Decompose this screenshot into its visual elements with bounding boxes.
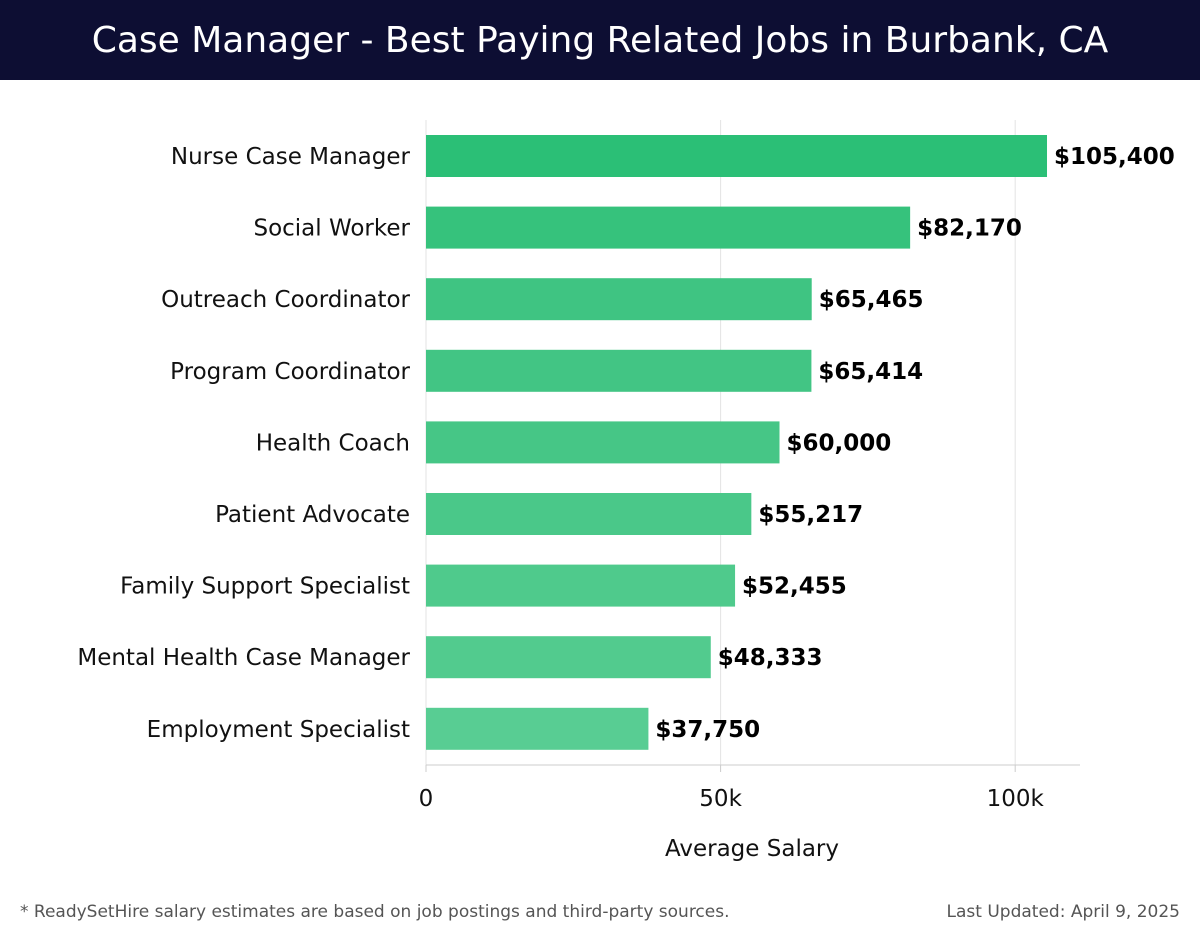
- chart-title: Case Manager - Best Paying Related Jobs …: [0, 0, 1200, 80]
- x-tick-label: 0: [419, 786, 434, 812]
- bar: [426, 421, 780, 464]
- x-axis: 0 50k 100k: [419, 764, 1080, 812]
- bar-chart: Nurse Case Manager Social Worker Outreach …: [77, 120, 1175, 862]
- bar: [426, 278, 812, 321]
- category-labels: Nurse Case Manager Social Worker Outreach …: [77, 144, 410, 743]
- category-label: Mental Health Case Manager: [77, 645, 410, 671]
- value-label: $105,400: [1054, 144, 1175, 170]
- x-tick-label: 50k: [699, 786, 742, 812]
- category-label: Social Worker: [253, 216, 410, 242]
- category-label: Nurse Case Manager: [171, 144, 411, 170]
- footnote: * ReadySetHire salary estimates are base…: [20, 902, 730, 922]
- category-label: Outreach Coordinator: [161, 287, 410, 313]
- category-label: Employment Specialist: [147, 717, 410, 743]
- bar: [426, 636, 711, 679]
- bar: [426, 493, 752, 535]
- bar: [426, 135, 1048, 177]
- x-axis-title: Average Salary: [665, 836, 839, 862]
- value-label: $65,414: [818, 359, 923, 385]
- bar: [426, 564, 736, 607]
- value-label: $48,333: [718, 645, 823, 671]
- bar: [426, 349, 812, 392]
- value-label: $37,750: [655, 717, 760, 743]
- value-label: $60,000: [787, 430, 892, 456]
- category-label: Health Coach: [256, 430, 410, 456]
- x-tick-label: 100k: [987, 786, 1045, 812]
- category-label: Program Coordinator: [170, 359, 410, 385]
- last-updated: Last Updated: April 9, 2025: [946, 902, 1180, 922]
- bar: [426, 707, 649, 750]
- value-label: $52,455: [742, 574, 847, 600]
- value-labels: $105,400 $82,170 $65,465 $65,414 $60,000 $55,…: [655, 144, 1174, 743]
- bar: [426, 206, 911, 249]
- value-label: $82,170: [917, 216, 1022, 242]
- value-label: $55,217: [758, 502, 863, 528]
- bars: [426, 135, 1048, 750]
- category-label: Family Support Specialist: [120, 574, 410, 600]
- value-label: $65,465: [819, 287, 924, 313]
- category-label: Patient Advocate: [215, 502, 410, 528]
